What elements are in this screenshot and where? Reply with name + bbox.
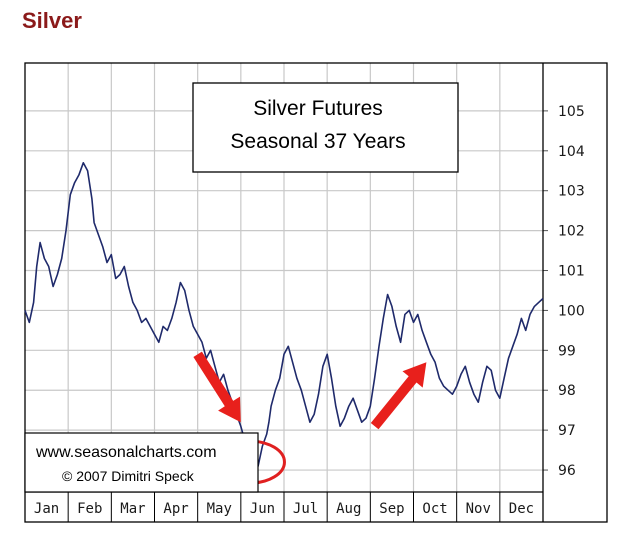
- y-tick-label: 102: [558, 224, 585, 240]
- month-label-mar: Mar: [120, 501, 145, 517]
- month-label-oct: Oct: [422, 501, 447, 517]
- y-tick-labels: 96 97 98 99 100 101 102 103 104 105: [558, 104, 585, 479]
- month-label-nov: Nov: [466, 501, 491, 517]
- month-label-jun: Jun: [250, 501, 275, 517]
- page-heading: Silver: [22, 8, 82, 33]
- month-label-may: May: [207, 501, 232, 517]
- y-tick-label: 96: [558, 463, 576, 479]
- chart-title-line-1: Silver Futures: [253, 97, 383, 120]
- month-label-feb: Feb: [77, 501, 102, 517]
- series-layer: [24, 162, 544, 467]
- y-tick-label: 99: [558, 343, 576, 359]
- credit-website: www.seasonalcharts.com: [35, 444, 217, 461]
- y-tick-label: 100: [558, 303, 585, 319]
- outer-frame: [24, 62, 608, 523]
- month-label-jan: Jan: [34, 501, 59, 517]
- chart-title-line-2: Seasonal 37 Years: [230, 130, 405, 153]
- y-tick-label: 98: [558, 383, 576, 399]
- red-arrow-1: [193, 351, 241, 423]
- series-line-0: [24, 162, 544, 467]
- title-box: Silver Futures Seasonal 37 Years: [192, 82, 459, 173]
- month-label-dec: Dec: [509, 501, 534, 517]
- month-label-sep: Sep: [379, 501, 404, 517]
- credit-author: © 2007 Dimitri Speck: [62, 468, 195, 484]
- y-tick-label: 101: [558, 264, 585, 280]
- month-label-apr: Apr: [163, 501, 188, 517]
- y-tick-label: 105: [558, 104, 585, 120]
- month-label-jul: Jul: [293, 501, 318, 517]
- y-tick-label: 97: [558, 423, 576, 439]
- y-tick-label: 103: [558, 184, 585, 200]
- y-tick-label: 104: [558, 144, 585, 160]
- red-arrow-2: [370, 362, 427, 430]
- credit-box: www.seasonalcharts.com © 2007 Dimitri Sp…: [24, 432, 259, 493]
- month-label-aug: Aug: [336, 501, 361, 517]
- month-axis: Jan Feb Mar Apr May Jun Jul Aug Sep Oct Nov Dec: [34, 492, 534, 522]
